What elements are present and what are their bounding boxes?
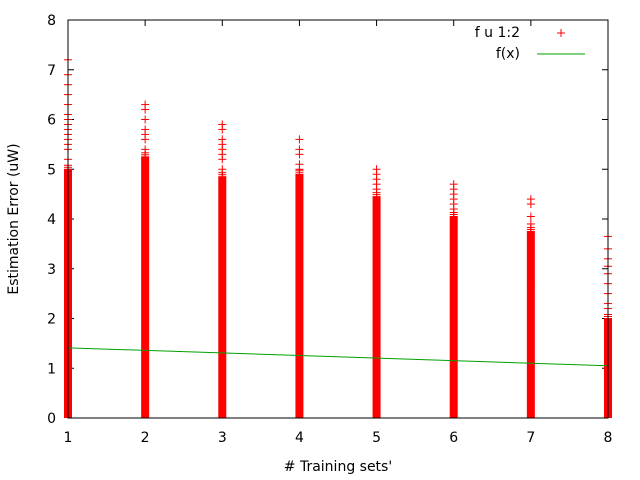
data-point [218, 120, 227, 129]
data-point [141, 115, 150, 124]
x-tick-label: 8 [604, 430, 613, 446]
y-tick-label: 0 [47, 411, 56, 427]
point-cluster [295, 174, 304, 418]
legend-marker-points [557, 29, 565, 37]
x-tick-label: 6 [449, 430, 458, 446]
data-point [141, 100, 150, 109]
point-cluster [526, 231, 535, 418]
data-point [372, 165, 381, 174]
data-point [218, 165, 227, 174]
series-line-layer [67, 347, 609, 367]
x-tick-label: 4 [295, 430, 304, 446]
plot-border [67, 19, 609, 419]
data-point [526, 282, 535, 291]
x-tick-label: 3 [218, 430, 227, 446]
x-tick-label: 2 [141, 430, 150, 446]
y-tick-label: 5 [47, 162, 56, 178]
legend-label-points: f u 1:2 [475, 25, 520, 41]
data-point [295, 145, 304, 154]
x-axis-label: # Training sets' [284, 459, 392, 475]
data-point [295, 160, 304, 169]
data-point [526, 195, 535, 204]
x-tick-label: 1 [64, 430, 73, 446]
data-point [295, 135, 304, 144]
y-tick-label: 3 [47, 262, 56, 278]
data-point [526, 219, 535, 228]
y-tick-label: 6 [47, 113, 56, 129]
point-cluster [372, 196, 381, 418]
point-cluster [449, 216, 458, 418]
fit-line [67, 347, 609, 367]
data-point [141, 145, 150, 154]
y-tick-label: 8 [47, 13, 56, 29]
data-point [526, 212, 535, 221]
y-tick-label: 1 [47, 361, 56, 377]
x-tick-label: 7 [526, 430, 535, 446]
x-tick-label: 5 [372, 430, 381, 446]
y-axis-ticks: 0 1 2 3 4 5 6 7 8 [47, 13, 608, 427]
data-point [141, 125, 150, 134]
y-tick-label: 7 [47, 63, 56, 79]
point-cluster [141, 156, 150, 418]
point-cluster [218, 176, 227, 418]
data-point [449, 180, 458, 189]
y-tick-label: 4 [47, 212, 56, 228]
legend: f u 1:2 f(x) [475, 25, 585, 62]
y-axis-label: Estimation Error (uW) [6, 143, 22, 294]
series-points-layer [64, 55, 612, 418]
legend-label-line: f(x) [496, 46, 520, 62]
data-point [218, 135, 227, 144]
y-tick-label: 2 [47, 312, 56, 328]
